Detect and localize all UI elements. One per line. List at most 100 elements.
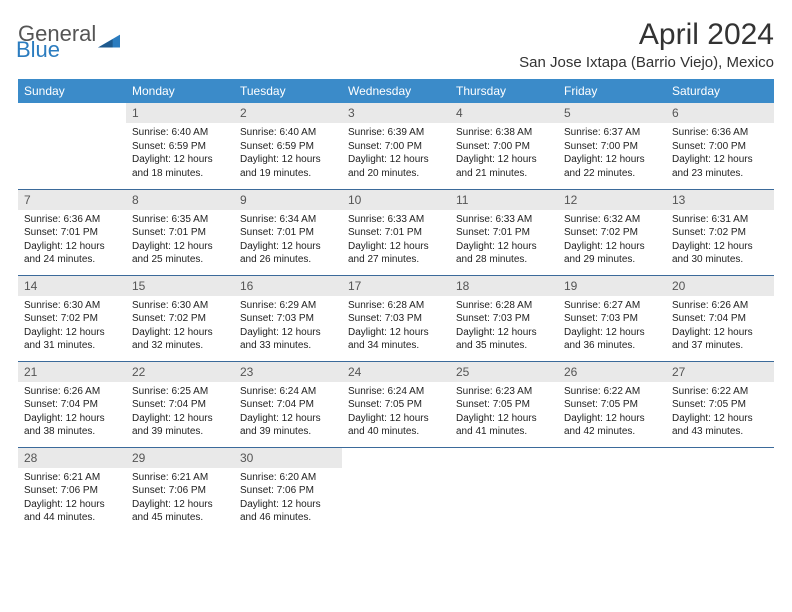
calendar-day-cell: 29Sunrise: 6:21 AMSunset: 7:06 PMDayligh…	[126, 447, 234, 533]
weekday-header: Friday	[558, 79, 666, 103]
day-number: 18	[450, 276, 558, 296]
daylight-line: Daylight: 12 hours and 26 minutes.	[240, 240, 336, 267]
calendar-day-cell	[666, 447, 774, 533]
sunrise-line: Sunrise: 6:21 AM	[24, 471, 120, 485]
sunrise-line: Sunrise: 6:26 AM	[672, 299, 768, 313]
daylight-line: Daylight: 12 hours and 18 minutes.	[132, 153, 228, 180]
day-number: 25	[450, 362, 558, 382]
day-details: Sunrise: 6:28 AMSunset: 7:03 PMDaylight:…	[342, 296, 450, 357]
sunrise-line: Sunrise: 6:29 AM	[240, 299, 336, 313]
calendar-day-cell: 12Sunrise: 6:32 AMSunset: 7:02 PMDayligh…	[558, 189, 666, 275]
logo: General Blue	[18, 24, 120, 60]
location-text: San Jose Ixtapa (Barrio Viejo), Mexico	[519, 54, 774, 71]
daylight-line: Daylight: 12 hours and 39 minutes.	[132, 412, 228, 439]
day-details: Sunrise: 6:26 AMSunset: 7:04 PMDaylight:…	[666, 296, 774, 357]
day-number: 2	[234, 103, 342, 123]
calendar-day-cell: 6Sunrise: 6:36 AMSunset: 7:00 PMDaylight…	[666, 103, 774, 189]
calendar-day-cell: 3Sunrise: 6:39 AMSunset: 7:00 PMDaylight…	[342, 103, 450, 189]
sunset-line: Sunset: 7:05 PM	[348, 398, 444, 412]
sunrise-line: Sunrise: 6:36 AM	[24, 213, 120, 227]
day-number: 21	[18, 362, 126, 382]
calendar-day-cell: 22Sunrise: 6:25 AMSunset: 7:04 PMDayligh…	[126, 361, 234, 447]
calendar-day-cell: 9Sunrise: 6:34 AMSunset: 7:01 PMDaylight…	[234, 189, 342, 275]
daylight-line: Daylight: 12 hours and 43 minutes.	[672, 412, 768, 439]
calendar-week-row: 7 Sunrise: 6:36 AM Sunset: 7:01 PM Daylight…	[18, 189, 774, 275]
day-number: 16	[234, 276, 342, 296]
sunset-line: Sunset: 6:59 PM	[240, 140, 336, 154]
sunrise-line: Sunrise: 6:33 AM	[348, 213, 444, 227]
day-details: Sunrise: 6:37 AMSunset: 7:00 PMDaylight:…	[558, 123, 666, 184]
day-number: 22	[126, 362, 234, 382]
title-block: April 2024 San Jose Ixtapa (Barrio Viejo…	[519, 18, 774, 71]
sunset-line: Sunset: 7:06 PM	[132, 484, 228, 498]
sunrise-line: Sunrise: 6:24 AM	[240, 385, 336, 399]
weekday-header: Saturday	[666, 79, 774, 103]
weekday-header: Thursday	[450, 79, 558, 103]
day-details: Sunrise: 6:28 AMSunset: 7:03 PMDaylight:…	[450, 296, 558, 357]
weekday-header: Sunday	[18, 79, 126, 103]
day-number: 9	[234, 190, 342, 210]
daylight-line: Daylight: 12 hours and 44 minutes.	[24, 498, 120, 525]
calendar-day-cell: 14Sunrise: 6:30 AMSunset: 7:02 PMDayligh…	[18, 275, 126, 361]
sunset-line: Sunset: 7:01 PM	[348, 226, 444, 240]
day-details: Sunrise: 6:32 AMSunset: 7:02 PMDaylight:…	[558, 210, 666, 271]
header: General Blue April 2024 San Jose Ixtapa …	[18, 18, 774, 71]
calendar-week-row: 28Sunrise: 6:21 AMSunset: 7:06 PMDayligh…	[18, 447, 774, 533]
calendar-day-cell: 13Sunrise: 6:31 AMSunset: 7:02 PMDayligh…	[666, 189, 774, 275]
sunrise-line: Sunrise: 6:27 AM	[564, 299, 660, 313]
day-details: Sunrise: 6:21 AMSunset: 7:06 PMDaylight:…	[126, 468, 234, 529]
day-number: 14	[18, 276, 126, 296]
day-details: Sunrise: 6:23 AMSunset: 7:05 PMDaylight:…	[450, 382, 558, 443]
sunrise-line: Sunrise: 6:32 AM	[564, 213, 660, 227]
day-details: Sunrise: 6:34 AMSunset: 7:01 PMDaylight:…	[234, 210, 342, 271]
calendar-day-cell	[558, 447, 666, 533]
day-number: 28	[18, 448, 126, 468]
day-details: Sunrise: 6:27 AMSunset: 7:03 PMDaylight:…	[558, 296, 666, 357]
calendar-day-cell: 2Sunrise: 6:40 AMSunset: 6:59 PMDaylight…	[234, 103, 342, 189]
day-number: 4	[450, 103, 558, 123]
daylight-line: Daylight: 12 hours and 30 minutes.	[672, 240, 768, 267]
day-details: Sunrise: 6:33 AMSunset: 7:01 PMDaylight:…	[342, 210, 450, 271]
daylight-line: Daylight: 12 hours and 24 minutes.	[24, 240, 120, 267]
sunset-line: Sunset: 7:02 PM	[24, 312, 120, 326]
day-number: 7	[18, 190, 126, 210]
sunset-line: Sunset: 7:06 PM	[240, 484, 336, 498]
daylight-line: Daylight: 12 hours and 22 minutes.	[564, 153, 660, 180]
day-details: Sunrise: 6:22 AMSunset: 7:05 PMDaylight:…	[558, 382, 666, 443]
daylight-line: Daylight: 12 hours and 35 minutes.	[456, 326, 552, 353]
weekday-header-row: SundayMondayTuesdayWednesdayThursdayFrid…	[18, 79, 774, 103]
sunset-line: Sunset: 7:01 PM	[132, 226, 228, 240]
sunrise-line: Sunrise: 6:34 AM	[240, 213, 336, 227]
sunrise-line: Sunrise: 6:22 AM	[564, 385, 660, 399]
day-number: 5	[558, 103, 666, 123]
day-details: Sunrise: 6:39 AMSunset: 7:00 PMDaylight:…	[342, 123, 450, 184]
daylight-line: Daylight: 12 hours and 42 minutes.	[564, 412, 660, 439]
day-details: Sunrise: 6:40 AMSunset: 6:59 PMDaylight:…	[234, 123, 342, 184]
sunrise-line: Sunrise: 6:39 AM	[348, 126, 444, 140]
day-details: Sunrise: 6:29 AMSunset: 7:03 PMDaylight:…	[234, 296, 342, 357]
weekday-header: Tuesday	[234, 79, 342, 103]
day-details: Sunrise: 6:20 AMSunset: 7:06 PMDaylight:…	[234, 468, 342, 529]
day-number: 3	[342, 103, 450, 123]
logo-text-blue: Blue	[16, 40, 96, 60]
day-details: Sunrise: 6:35 AMSunset: 7:01 PMDaylight:…	[126, 210, 234, 271]
daylight-line: Daylight: 12 hours and 32 minutes.	[132, 326, 228, 353]
day-number: 6	[666, 103, 774, 123]
daylight-line: Daylight: 12 hours and 19 minutes.	[240, 153, 336, 180]
sunset-line: Sunset: 7:03 PM	[456, 312, 552, 326]
daylight-line: Daylight: 12 hours and 41 minutes.	[456, 412, 552, 439]
day-number: 29	[126, 448, 234, 468]
day-details: Sunrise: 6:26 AMSunset: 7:04 PMDaylight:…	[18, 382, 126, 443]
calendar-day-cell: 5Sunrise: 6:37 AMSunset: 7:00 PMDaylight…	[558, 103, 666, 189]
sunset-line: Sunset: 7:06 PM	[24, 484, 120, 498]
sunset-line: Sunset: 7:02 PM	[672, 226, 768, 240]
sunset-line: Sunset: 7:05 PM	[456, 398, 552, 412]
sunset-line: Sunset: 7:02 PM	[132, 312, 228, 326]
weekday-header: Monday	[126, 79, 234, 103]
day-number: 1	[126, 103, 234, 123]
sunrise-line: Sunrise: 6:23 AM	[456, 385, 552, 399]
sunrise-line: Sunrise: 6:21 AM	[132, 471, 228, 485]
calendar-day-cell: 1Sunrise: 6:40 AMSunset: 6:59 PMDaylight…	[126, 103, 234, 189]
sunset-line: Sunset: 7:00 PM	[564, 140, 660, 154]
calendar-day-cell: 10Sunrise: 6:33 AMSunset: 7:01 PMDayligh…	[342, 189, 450, 275]
